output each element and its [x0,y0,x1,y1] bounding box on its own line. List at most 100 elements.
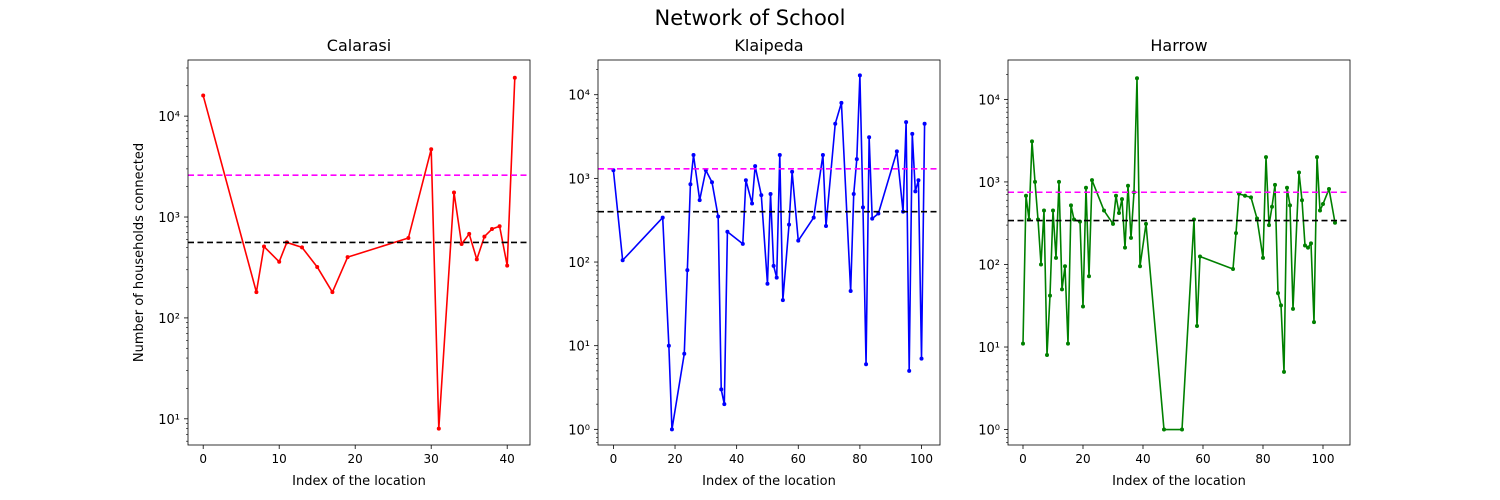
data-point [1297,170,1301,175]
x-tick-label: 20 [1075,452,1090,466]
y-tick-label: 10² [978,258,1000,273]
data-point [1267,223,1271,228]
data-point [1234,231,1238,236]
y-axis-label: Number of households connected [132,143,147,362]
data-point [811,215,816,220]
plot-area [598,73,940,432]
data-point [474,257,479,262]
data-point [1030,139,1034,144]
data-point [1180,427,1184,432]
data-point [505,263,510,268]
subplot-title: Klaipeda [734,36,803,55]
y-tick-label: 10³ [158,211,180,226]
data-point [452,190,456,195]
data-point [790,169,795,174]
y-tick-label: 10⁴ [568,89,590,104]
subplot-calarasi: Calarasi 0 10 20 30 40 10¹ 10² 10³ 10⁴ Index of th… [132,36,531,489]
data-point [1270,204,1274,209]
data-point [922,121,927,126]
data-point [854,157,859,162]
data-point [262,244,266,249]
x-tick-label: 100 [910,452,933,466]
data-point [876,211,881,216]
data-point [824,223,828,228]
data-point [1060,287,1064,292]
data-point [1162,427,1166,432]
x-tick-label: 40 [729,452,744,466]
data-point [1261,255,1265,260]
data-point [685,268,690,273]
data-point [919,356,924,361]
data-point [820,153,825,158]
data-point [1273,182,1277,187]
data-point [1306,245,1310,250]
data-point [315,264,320,269]
figure-title: Network of School [654,6,846,30]
data-point [1024,193,1028,198]
data-point [1042,208,1046,213]
data-point [870,216,875,221]
x-tick-label: 80 [1255,452,1270,466]
data-point [851,192,856,197]
data-point [857,73,862,78]
subplot-title: Harrow [1150,36,1207,55]
data-point [1087,274,1091,279]
data-point [759,193,764,198]
data-point [512,75,517,80]
data-point [1291,306,1295,311]
data-point [774,275,779,280]
axes-frame [597,59,941,446]
data-point [1243,193,1247,198]
x-axis-label: Index of the location [702,474,836,489]
y-tick-label: 10³ [568,172,590,187]
data-point [894,149,899,154]
data-point [1126,183,1130,188]
data-point [1288,203,1292,208]
data-point [660,215,665,220]
data-point [1039,262,1043,267]
data-point [436,426,441,431]
data-point [666,343,671,348]
data-point [753,164,758,169]
data-point [904,120,909,125]
x-tick-label: 30 [424,452,439,466]
data-point [688,182,693,187]
data-point [910,131,915,136]
data-point [300,245,304,250]
data-point [743,178,748,183]
data-point [1084,185,1088,190]
y-tick-label: 10² [568,256,590,271]
data-point [771,263,776,268]
data-point [497,224,502,229]
data-point [1276,291,1280,296]
data-point [1135,76,1139,81]
data-point [725,229,730,234]
data-point [796,238,801,243]
series-line [612,74,926,431]
data-point [691,153,696,158]
data-point [697,198,702,203]
x-tick-label: 80 [852,452,867,466]
y-tick-label: 10⁴ [978,93,1000,108]
data-point [669,427,674,432]
data-point [1300,198,1304,203]
y-tick-label: 10¹ [568,340,590,355]
data-point [1048,293,1052,298]
data-point [1090,178,1094,183]
y-tick-label: 10⁰ [568,423,590,438]
data-point [1081,304,1085,309]
data-point [1279,303,1283,308]
data-point [682,351,687,356]
data-point [1114,193,1118,198]
data-point [254,290,259,295]
subplot-harrow: Harrow 0 20 40 60 80 100 10⁰ 10¹ 10² 10³ 10⁴ Index o… [978,36,1351,489]
data-point [1045,353,1049,358]
data-point [765,281,770,286]
data-point [1111,221,1115,226]
x-axis-label: Index of the location [1112,474,1246,489]
data-point [1120,197,1124,202]
data-point [490,227,494,232]
y-tick-label: 10² [158,312,180,327]
data-point [916,178,921,183]
data-point [1117,211,1121,216]
